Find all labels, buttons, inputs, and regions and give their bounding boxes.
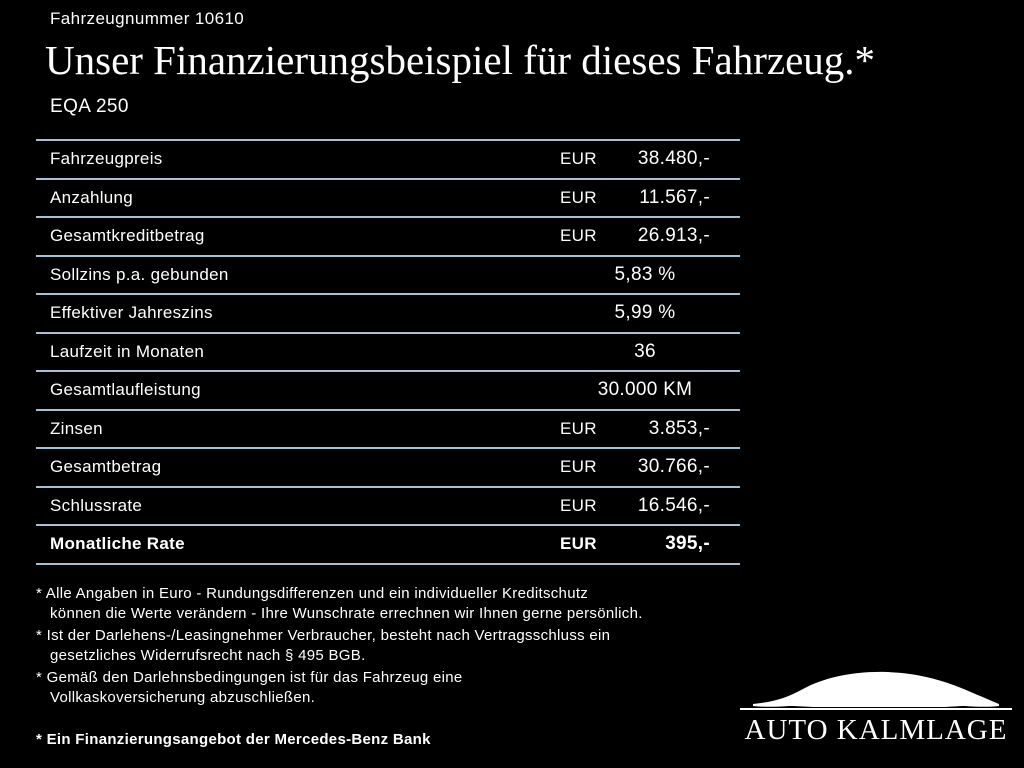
page-title: Unser Finanzierungsbeispiel für dieses F… (45, 37, 876, 83)
table-row: Sollzins p.a. gebunden 5,83 % (36, 257, 740, 295)
row-label: Anzahlung (50, 187, 134, 207)
footnote: * Gemäß den Darlehnsbedingungen ist für … (36, 669, 463, 706)
row-value: 16.546,- (637, 494, 710, 516)
footnote: * Ist der Darlehens-/Leasingnehmer Verbr… (36, 627, 611, 664)
dealer-name: AUTO KALMLAGE (744, 714, 1008, 746)
row-value-area: 30.000 KM (560, 379, 740, 401)
footnote: * Alle Angaben in Euro - Rundungsdiffere… (36, 585, 643, 622)
row-currency: EUR (560, 418, 597, 438)
row-value-area: 5,99 % (560, 302, 740, 324)
row-value-area: EUR 16.546,- (560, 495, 740, 517)
table-row: Gesamtlaufleistung 30.000 KM (36, 372, 740, 411)
finance-offer-note: * Ein Finanzierungsangebot der Mercedes-… (36, 731, 431, 748)
row-value: 3.853,- (648, 417, 710, 439)
vehicle-number: Fahrzeugnummer 10610 (50, 9, 245, 28)
row-currency: EUR (560, 534, 597, 554)
vehicle-model: EQA 250 (50, 96, 129, 117)
row-value: 38.480,- (637, 148, 710, 170)
row-label: Gesamtlaufleistung (50, 380, 201, 400)
row-label: Fahrzeugpreis (50, 149, 163, 169)
row-value: 36 (634, 340, 656, 362)
row-label: Monatliche Rate (50, 534, 185, 554)
row-currency: EUR (560, 149, 597, 169)
row-value: 5,99 % (614, 302, 676, 324)
table-row: Gesamtbetrag EUR 30.766,- (36, 449, 740, 488)
row-currency: EUR (560, 495, 597, 515)
row-value-area: EUR 38.480,- (560, 148, 740, 170)
row-value: 30.766,- (637, 456, 710, 478)
finance-table: Fahrzeugpreis EUR 38.480,- Anzahlung EUR 11.5… (36, 139, 740, 565)
row-currency: EUR (560, 187, 597, 207)
table-row: Effektiver Jahreszins 5,99 % (36, 295, 740, 334)
row-value-area: EUR 26.913,- (560, 225, 740, 247)
row-label: Schlussrate (50, 495, 143, 515)
table-row: Gesamtkreditbetrag EUR 26.913,- (36, 218, 740, 257)
row-label: Effektiver Jahreszins (50, 303, 213, 323)
row-value-area: EUR 11.567,- (560, 187, 740, 209)
row-value-area: EUR 3.853,- (560, 418, 740, 440)
row-value-area: EUR 30.766,- (560, 456, 740, 478)
row-label: Sollzins p.a. gebunden (50, 264, 229, 284)
row-value: 5,83 % (614, 263, 676, 285)
row-label: Gesamtbetrag (50, 457, 162, 477)
row-value: 26.913,- (637, 225, 710, 247)
footnotes: * Alle Angaben in Euro - Rundungsdiffere… (36, 584, 766, 710)
row-currency: EUR (560, 226, 597, 246)
table-row: Laufzeit in Monaten 36 (36, 334, 740, 372)
row-label: Laufzeit in Monaten (50, 341, 205, 361)
dealer-logo: AUTO KALMLAGE (740, 666, 1012, 747)
row-currency: EUR (560, 457, 597, 477)
table-row: Zinsen EUR 3.853,- (36, 411, 740, 449)
logo-divider (740, 708, 1012, 710)
table-row: Anzahlung EUR 11.567,- (36, 180, 740, 218)
row-label: Gesamtkreditbetrag (50, 226, 205, 246)
row-value-area: 5,83 % (560, 264, 740, 286)
table-row: Fahrzeugpreis EUR 38.480,- (36, 141, 740, 180)
table-row: Schlussrate EUR 16.546,- (36, 488, 740, 526)
row-value: 11.567,- (639, 186, 710, 208)
row-value: 395,- (665, 533, 710, 555)
row-value: 30.000 KM (597, 379, 693, 401)
table-row: Monatliche Rate EUR 395,- (36, 526, 740, 565)
car-silhouette-icon (753, 671, 999, 707)
row-value-area: EUR 395,- (560, 533, 740, 555)
row-value-area: 36 (560, 341, 740, 363)
row-label: Zinsen (50, 418, 103, 438)
